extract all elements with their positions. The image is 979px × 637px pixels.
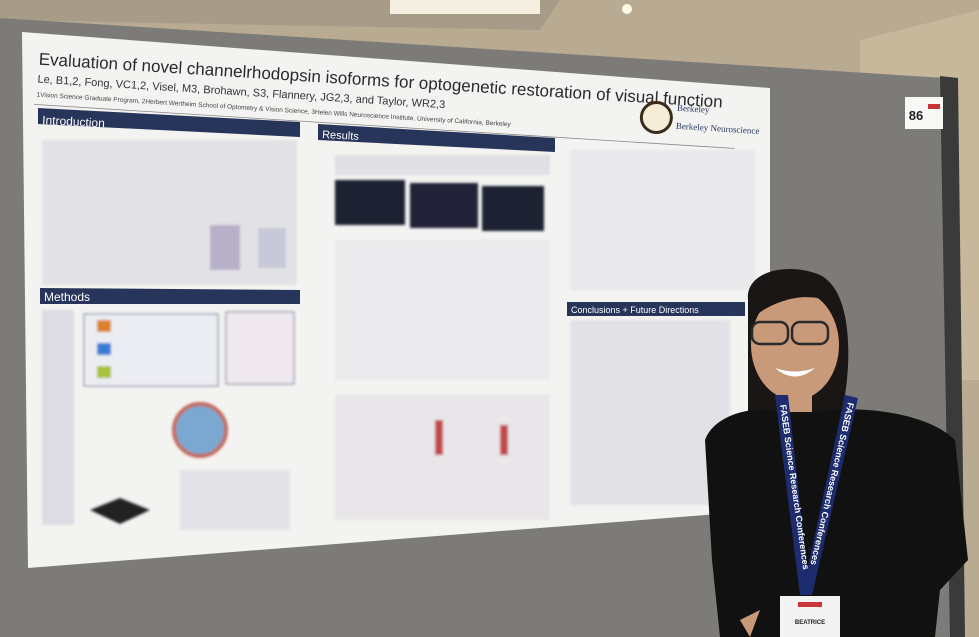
card-logo	[928, 104, 940, 109]
plot-bar	[435, 420, 443, 455]
face	[751, 290, 839, 400]
seal	[639, 100, 673, 134]
eye-figure	[172, 402, 228, 458]
badge-name: BEATRICE	[795, 620, 825, 626]
icon	[97, 366, 111, 378]
shirt	[705, 409, 968, 637]
image	[482, 186, 544, 231]
icon	[97, 320, 111, 332]
methods-figure	[225, 311, 295, 385]
bangs	[752, 286, 838, 318]
section-title: Introduction	[42, 113, 105, 130]
board-number: 86	[909, 108, 923, 123]
person: FASEB Science Research Conferences FASEB…	[705, 268, 968, 637]
image	[335, 180, 405, 225]
spot-light	[622, 4, 632, 14]
intro-text-block	[42, 140, 297, 285]
results-plots	[570, 150, 755, 290]
poster-body	[42, 140, 755, 530]
retina-figure	[90, 498, 150, 524]
logo-berkeley: Berkeley	[677, 103, 711, 115]
hand	[740, 610, 760, 637]
results-header	[318, 124, 555, 152]
title-rule	[33, 103, 735, 149]
results-plots	[335, 395, 550, 520]
icon	[97, 343, 111, 355]
conclusions-text	[570, 320, 730, 505]
results-text	[335, 155, 550, 175]
image	[410, 183, 478, 228]
plot-bar	[500, 425, 508, 455]
methods-sidebar	[42, 310, 74, 525]
results-plots	[335, 240, 550, 380]
section-title: Methods	[44, 290, 90, 304]
glasses	[790, 320, 830, 346]
intro-header	[38, 108, 300, 137]
methods-header	[40, 288, 300, 304]
section-title: Conclusions + Future Directions	[571, 305, 699, 315]
badge-logo	[798, 602, 822, 607]
glasses	[750, 320, 790, 346]
intro-figure	[210, 225, 240, 270]
ceiling-light	[390, 0, 540, 14]
intro-figure	[258, 228, 286, 268]
smile	[775, 368, 815, 377]
number-card	[905, 97, 943, 129]
lanyard-strap	[802, 395, 858, 595]
conclusions-header	[567, 302, 745, 316]
section-title: Results	[322, 129, 360, 143]
lanyard-strap	[775, 395, 810, 595]
methods-text	[180, 470, 290, 530]
